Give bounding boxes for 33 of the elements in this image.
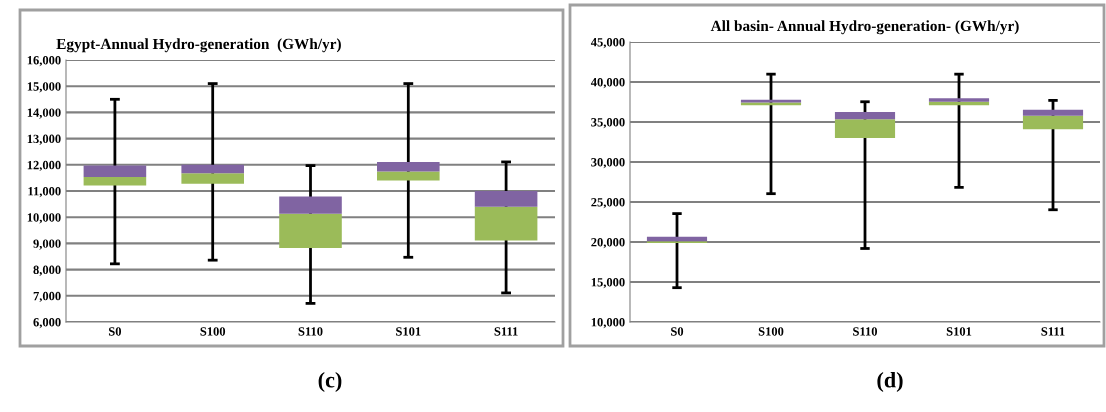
y-tick-label: 25,000 [591, 198, 625, 209]
text: (c) [318, 371, 342, 393]
y-tick-label: 15,000 [27, 82, 61, 93]
chart-title: All basin- Annual Hydro-generation- (GWh/yr) [710, 20, 1019, 35]
y-tick-label: 12,000 [27, 160, 61, 172]
text: (d) [877, 371, 903, 393]
y-tick-label: 20,000 [591, 238, 625, 249]
y-tick-label: 9,000 [33, 239, 61, 250]
y-tick-label: 30,000 [591, 158, 625, 169]
y-tick-label: 40,000 [590, 78, 625, 89]
x-tick-label: S100 [200, 327, 226, 336]
x-tick-label: S0 [108, 327, 122, 336]
x-tick-label: S111 [494, 327, 518, 336]
y-tick-label: 15,000 [591, 278, 625, 289]
chart-title: Egypt-Annual Hydro-generation (GWh/yr) [56, 38, 341, 53]
x-tick-label: S101 [946, 327, 972, 336]
x-tick-label: S101 [396, 327, 421, 336]
y-tick-label: 8,000 [33, 265, 61, 276]
y-tick-label: 10,000 [591, 318, 625, 329]
x-tick-label: S100 [758, 327, 784, 336]
y-tick-label: 10,000 [27, 213, 61, 224]
y-tick-label: 14,000 [27, 108, 61, 119]
y-tick-label: 6,000 [33, 318, 61, 329]
y-tick-label: 13,000 [27, 134, 61, 145]
y-tick-label: 11,000 [28, 187, 61, 198]
x-tick-label: S110 [298, 327, 323, 336]
x-tick-label: S110 [853, 327, 878, 336]
y-tick-label: 35,000 [591, 118, 625, 129]
x-tick-label: S0 [671, 327, 684, 336]
y-tick-label: 16,000 [27, 56, 61, 67]
y-tick-label: 7,000 [33, 291, 61, 303]
x-tick-label: S111 [1041, 327, 1065, 336]
y-tick-label: 45,000 [590, 38, 625, 49]
